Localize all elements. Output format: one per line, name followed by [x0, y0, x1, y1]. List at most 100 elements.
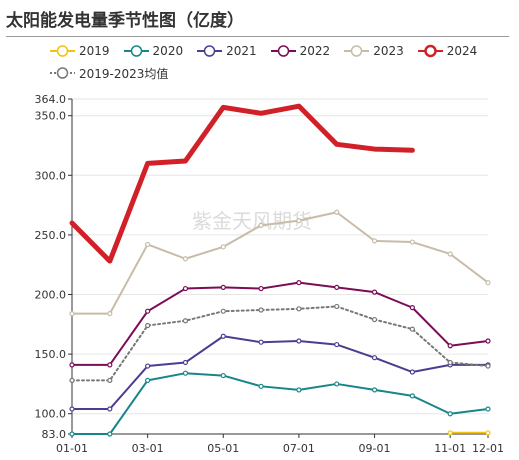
legend-label: 2019-2023均值 — [79, 66, 169, 81]
legend-label: 2023 — [373, 44, 404, 58]
legend-swatch — [50, 67, 75, 79]
legend-item[interactable]: 2020 — [123, 44, 184, 58]
data-point — [145, 241, 151, 248]
legend-swatch — [123, 45, 149, 57]
data-point — [258, 383, 264, 389]
legend-item[interactable]: 2023 — [344, 44, 404, 58]
data-point — [447, 343, 453, 349]
data-point — [409, 239, 415, 245]
data-point — [69, 310, 75, 317]
axes: 83.0 100.0 150.0 200.0 250.0 300.0 350.0 364.0 0… — [35, 93, 504, 455]
data-point — [107, 431, 113, 437]
y-tick-label: 364.0 — [35, 93, 67, 106]
y-tick-label: 350.0 — [35, 110, 67, 123]
data-point — [334, 209, 340, 215]
data-point — [145, 377, 151, 383]
series-line — [71, 335, 489, 410]
legend-item[interactable]: 2022 — [270, 44, 331, 58]
data-point — [409, 369, 415, 375]
series-line — [71, 305, 489, 382]
series-2022 — [69, 279, 491, 368]
series-2019 — [447, 430, 491, 436]
legend-label: 2021 — [226, 44, 257, 58]
data-point — [409, 326, 415, 332]
data-point — [107, 377, 113, 383]
series-layer — [69, 103, 491, 437]
data-point — [409, 305, 415, 311]
data-point — [485, 406, 491, 412]
data-point — [182, 318, 189, 324]
data-point — [371, 387, 378, 393]
legend: 2019 2020 2021 2022 2023 2024 2019-2023均值 — [50, 40, 510, 84]
legend-row: 2019 2020 2021 2022 2023 2024 — [50, 40, 510, 62]
data-point — [296, 338, 302, 344]
data-point — [447, 411, 453, 417]
data-point — [182, 359, 189, 366]
data-point — [409, 393, 415, 399]
x-tick-label: 03-01 — [132, 442, 164, 455]
series-line — [71, 372, 489, 435]
legend-item[interactable]: 2024 — [417, 44, 478, 58]
legend-swatch — [270, 45, 296, 57]
series-line — [71, 281, 489, 366]
data-point — [145, 322, 151, 329]
series-2020 — [69, 370, 491, 437]
data-point — [258, 339, 264, 345]
data-point — [107, 310, 113, 317]
data-point — [69, 362, 75, 368]
data-point — [69, 377, 75, 383]
data-point — [447, 359, 453, 366]
data-point — [296, 218, 302, 224]
legend-item[interactable]: 2019 — [50, 44, 110, 58]
data-point — [485, 338, 491, 344]
data-point — [371, 316, 378, 323]
y-tick-label: 250.0 — [35, 229, 67, 242]
data-point — [334, 303, 340, 310]
series-2024 — [69, 103, 415, 264]
legend-swatch — [417, 44, 443, 58]
legend-item[interactable]: 2019-2023均值 — [50, 65, 168, 82]
data-point — [107, 362, 113, 368]
data-point — [220, 372, 226, 379]
grid — [72, 98, 488, 435]
data-point — [182, 256, 189, 262]
series-2023 — [69, 209, 491, 317]
data-point — [334, 381, 340, 387]
y-tick-label: 150.0 — [35, 348, 67, 361]
data-point — [447, 251, 453, 257]
x-tick-label: 12-01 — [472, 442, 504, 455]
x-tick-label: 11-01 — [434, 442, 466, 455]
legend-swatch — [50, 45, 75, 57]
legend-item[interactable]: 2021 — [197, 44, 257, 58]
data-point — [371, 355, 378, 361]
data-point — [107, 406, 113, 412]
data-point — [296, 306, 302, 312]
data-point — [371, 289, 378, 295]
x-tick-label: 07-01 — [283, 442, 315, 455]
data-point — [220, 333, 226, 339]
x-tick-label: 01-01 — [56, 442, 88, 455]
data-point — [334, 341, 340, 348]
data-point — [485, 430, 491, 436]
chart-title: 太阳能发电量季节性图（亿度） — [6, 11, 244, 31]
data-point — [485, 363, 491, 369]
x-tick-label: 05-01 — [207, 442, 239, 455]
legend-swatch — [197, 45, 223, 57]
data-point — [447, 430, 453, 436]
legend-label: 2024 — [446, 44, 478, 58]
data-point — [182, 285, 189, 292]
legend-swatch — [344, 45, 370, 57]
y-tick-label: 300.0 — [35, 169, 67, 182]
data-point — [296, 279, 302, 286]
series-2019-2023均值 — [69, 303, 491, 383]
legend-label: 2022 — [299, 44, 331, 58]
data-point — [182, 370, 189, 376]
series-line — [71, 211, 489, 315]
data-point — [371, 238, 378, 244]
data-point — [145, 308, 151, 314]
data-point — [258, 285, 264, 292]
y-tick-label: 100.0 — [35, 408, 67, 421]
title-divider — [6, 36, 509, 37]
legend-label: 2020 — [152, 44, 184, 58]
